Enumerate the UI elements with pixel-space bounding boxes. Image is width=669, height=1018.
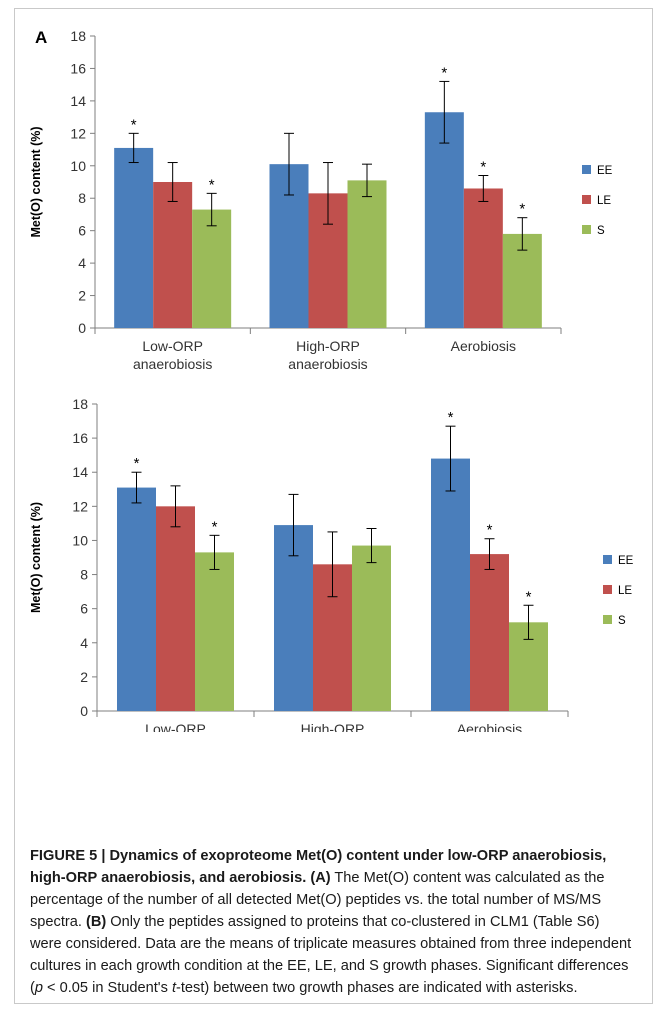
legend-swatch-le <box>603 585 612 594</box>
bar-ee <box>424 112 464 328</box>
y-tick-label: 8 <box>80 567 88 583</box>
caption-title: FIGURE 5 | Dynamics of exoproteome Met(O… <box>30 848 607 886</box>
y-tick-label: 0 <box>78 320 86 336</box>
legend-label-le: LE <box>597 195 611 207</box>
legend-swatch-s <box>603 615 612 624</box>
panel-label: B <box>35 387 47 389</box>
y-tick-label: 16 <box>70 60 86 76</box>
chart-panel-b: B Met(O) content (%) 0 2 4 6 8 10 12 14 16 18 Low-OR… <box>29 387 634 732</box>
y-tick-label: 18 <box>72 396 88 412</box>
significance-asterisk: * <box>480 159 486 176</box>
bar-ee <box>114 147 154 328</box>
legend-label-s: S <box>618 615 626 627</box>
significance-asterisk: * <box>519 201 525 218</box>
caption-text-d: -test) between two growth phases are ind… <box>176 980 578 996</box>
x-category-label: Aerobiosis <box>451 338 516 354</box>
y-tick-label: 8 <box>78 190 86 206</box>
x-category-label: Aerobiosis <box>457 721 522 732</box>
significance-asterisk: * <box>209 176 215 193</box>
significance-asterisk: * <box>441 64 447 81</box>
bar-le <box>156 506 195 711</box>
y-tick-label: 12 <box>70 125 86 141</box>
chart-panel-a: A Met(O) content (%) 0 2 4 6 8 10 12 14 16 18 Low-OR… <box>29 28 613 372</box>
caption-text-a: The Met(O) content was calculated as the… <box>30 870 605 930</box>
y-axis-title: Met(O) content (%) <box>29 502 43 613</box>
figure-caption: FIGURE 5 | Dynamics of exoproteome Met(O… <box>30 845 635 999</box>
y-tick-label: 10 <box>72 532 88 548</box>
x-category-label: anaerobiosis <box>133 356 212 372</box>
panel-label: A <box>35 28 47 47</box>
legend-swatch-ee <box>603 555 612 564</box>
y-tick-label: 14 <box>72 464 88 480</box>
legend-label-ee: EE <box>597 165 613 177</box>
legend-swatch-le <box>582 195 591 204</box>
x-category-label: anaerobiosis <box>288 356 367 372</box>
caption-label-b: (B) <box>85 914 107 930</box>
significance-asterisk: * <box>212 518 218 535</box>
y-axis-title: Met(O) content (%) <box>29 126 43 237</box>
y-tick-label: 16 <box>72 430 88 446</box>
bar-s <box>195 552 234 711</box>
bar-ee <box>431 458 470 711</box>
y-tick-label: 6 <box>80 601 88 617</box>
bar-le <box>153 182 193 328</box>
x-category-label: High-ORP <box>301 721 365 732</box>
significance-asterisk: * <box>526 588 532 605</box>
legend-label-s: S <box>597 225 605 237</box>
y-tick-label: 12 <box>72 498 88 514</box>
significance-asterisk: * <box>134 455 140 472</box>
significance-asterisk: * <box>131 116 137 133</box>
bar-le <box>463 188 503 328</box>
caption-label-a: (A) <box>310 870 331 886</box>
legend-swatch-ee <box>582 165 591 174</box>
bar-s <box>347 180 387 328</box>
caption-text-b: Only the peptides assigned to proteins t… <box>30 914 632 996</box>
x-category-label: Low-ORP <box>145 721 206 732</box>
caption-p-symbol: p <box>34 980 43 996</box>
y-tick-label: 2 <box>78 288 86 304</box>
x-category-label: High-ORP <box>296 338 360 354</box>
bar-s <box>352 545 391 711</box>
caption-t-symbol: t <box>171 980 177 996</box>
y-tick-label: 18 <box>70 28 86 44</box>
x-category-label: Low-ORP <box>142 338 203 354</box>
bar-s <box>192 209 232 328</box>
y-tick-label: 4 <box>78 255 86 271</box>
legend-label-le: LE <box>618 585 632 597</box>
legend-swatch-s <box>582 225 591 234</box>
y-tick-label: 0 <box>80 703 88 719</box>
y-tick-label: 10 <box>70 158 86 174</box>
significance-asterisk: * <box>487 522 493 539</box>
y-tick-label: 4 <box>80 635 88 651</box>
figure-frame: A Met(O) content (%) 0 2 4 6 8 10 12 14 16 18 Low-OR… <box>14 8 653 1004</box>
bar-le <box>470 554 509 711</box>
caption-text-c: < 0.05 in Student's <box>43 980 172 996</box>
legend-label-ee: EE <box>618 555 634 567</box>
significance-asterisk: * <box>448 409 454 426</box>
bar-ee <box>117 487 156 711</box>
y-tick-label: 14 <box>70 93 86 109</box>
y-tick-label: 2 <box>80 669 88 685</box>
y-tick-label: 6 <box>78 223 86 239</box>
